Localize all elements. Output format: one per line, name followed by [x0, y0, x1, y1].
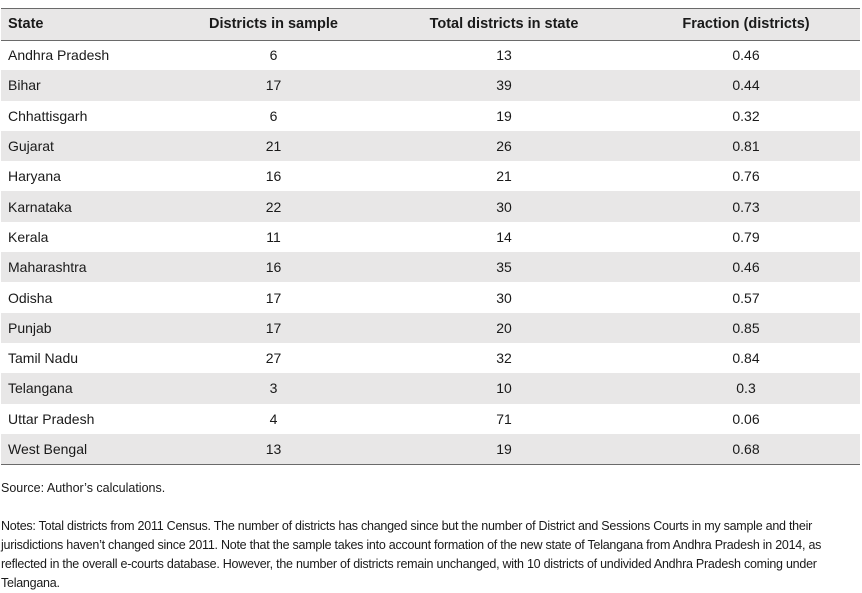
table-row: Punjab 17 20 0.85: [1, 312, 860, 343]
cell-total-districts: 32: [496, 350, 512, 367]
cell-fraction: 0.3: [736, 380, 756, 397]
cell-fraction: 0.32: [732, 107, 760, 124]
cell-districts-in-sample: 6: [269, 107, 278, 124]
cell-state: Kerala: [8, 228, 49, 245]
cell-state: Bihar: [8, 77, 41, 94]
table-row: Uttar Pradesh 4 71 0.06: [1, 404, 860, 434]
cell-districts-in-sample: 21: [265, 138, 282, 155]
cell-state: Odisha: [8, 289, 53, 306]
cell-districts-in-sample: 22: [265, 198, 282, 215]
cell-districts-in-sample: 17: [265, 77, 282, 94]
cell-districts-in-sample: 4: [269, 410, 278, 427]
cell-fraction: 0.76: [732, 168, 760, 185]
table-row: Bihar 17 39 0.44: [1, 70, 860, 101]
cell-fraction: 0.06: [732, 410, 760, 427]
cell-total-districts: 19: [496, 107, 512, 124]
header-state: State: [8, 16, 44, 33]
cell-total-districts: 14: [496, 228, 512, 245]
table-row: Maharashtra 16 35 0.46: [1, 252, 860, 283]
cell-state: Gujarat: [8, 138, 54, 155]
notes-paragraph: Notes: Total districts from 2011 Census.…: [1, 519, 822, 590]
cell-fraction: 0.73: [732, 198, 760, 215]
cell-state: West Bengal: [8, 441, 88, 457]
header-total-districts: Total districts in state: [429, 16, 579, 33]
cell-total-districts: 30: [496, 289, 512, 306]
table-row: Karnataka 22 30 0.73: [1, 191, 860, 222]
cell-total-districts: 10: [496, 380, 512, 397]
cell-districts-in-sample: 17: [265, 289, 282, 306]
cell-state: Uttar Pradesh: [8, 410, 95, 427]
cell-fraction: 0.79: [732, 228, 760, 245]
header-fraction: Fraction (districts): [682, 16, 810, 33]
table-row: Kerala 11 14 0.79: [1, 222, 860, 252]
table-row: Odisha 17 30 0.57: [1, 282, 860, 312]
source-note: Source: Author’s calculations.: [1, 481, 166, 495]
cell-total-districts: 13: [496, 47, 512, 64]
cell-total-districts: 71: [496, 410, 512, 427]
table-row: Telangana 3 10 0.3: [1, 373, 860, 404]
cell-state: Maharashtra: [8, 259, 87, 276]
cell-state: Andhra Pradesh: [8, 47, 110, 64]
table-row: Andhra Pradesh 6 13 0.46: [1, 40, 860, 70]
cell-total-districts: 35: [496, 259, 512, 276]
districts-table: State Districts in sample Total district…: [1, 9, 860, 465]
table-row: Gujarat 21 26 0.81: [1, 130, 860, 162]
table-body: Andhra Pradesh 6 13 0.46 Bihar 17 39 0.4…: [1, 40, 860, 465]
cell-state: Tamil Nadu: [8, 350, 79, 367]
table-row: Chhattisgarh 6 19 0.32: [1, 101, 860, 131]
table-row: West Bengal 13 19 0.68: [1, 433, 860, 465]
cell-fraction: 0.84: [732, 350, 760, 367]
cell-total-districts: 20: [496, 319, 512, 336]
cell-state: Haryana: [8, 168, 61, 185]
cell-fraction: 0.57: [732, 289, 760, 306]
cell-fraction: 0.46: [732, 47, 760, 64]
cell-districts-in-sample: 16: [265, 168, 282, 185]
cell-fraction: 0.46: [732, 259, 760, 276]
cell-districts-in-sample: 11: [266, 228, 281, 245]
table-row: Haryana 16 21 0.76: [1, 161, 860, 191]
cell-total-districts: 19: [496, 441, 512, 457]
cell-state: Chhattisgarh: [8, 107, 88, 124]
cell-fraction: 0.44: [732, 77, 760, 94]
table-row: Tamil Nadu 27 32 0.84: [1, 343, 860, 373]
cell-districts-in-sample: 13: [265, 441, 282, 457]
cell-state: Punjab: [8, 319, 52, 336]
cell-total-districts: 30: [496, 198, 512, 215]
cell-districts-in-sample: 16: [265, 259, 282, 276]
cell-districts-in-sample: 6: [269, 47, 278, 64]
cell-districts-in-sample: 17: [265, 319, 282, 336]
cell-fraction: 0.81: [732, 138, 760, 155]
header-districts-in-sample: Districts in sample: [209, 16, 338, 33]
cell-state: Karnataka: [8, 198, 72, 215]
header-row: State Districts in sample Total district…: [1, 9, 860, 40]
cell-districts-in-sample: 27: [265, 350, 282, 367]
cell-total-districts: 26: [496, 138, 512, 155]
districts-table-container: State Districts in sample Total district…: [1, 8, 860, 466]
table-header: State Districts in sample Total district…: [1, 9, 860, 40]
cell-total-districts: 21: [496, 168, 512, 185]
cell-districts-in-sample: 3: [269, 380, 278, 397]
cell-fraction: 0.85: [732, 319, 760, 336]
cell-total-districts: 39: [496, 77, 512, 94]
cell-fraction: 0.68: [732, 441, 760, 457]
cell-state: Telangana: [8, 380, 73, 397]
